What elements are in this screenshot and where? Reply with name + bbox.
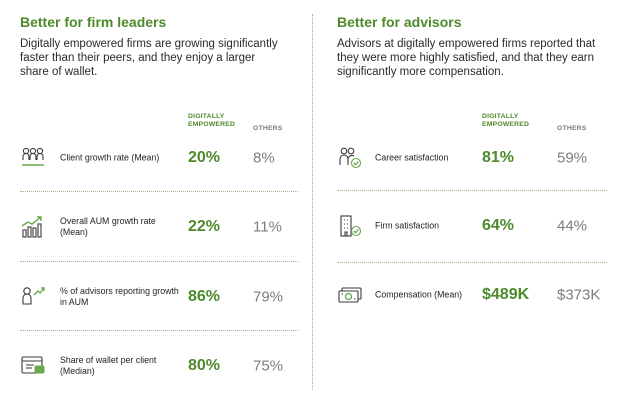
advisors-description: Advisors at digitally empowered firms re…: [337, 38, 596, 78]
people-group-icon: [20, 145, 46, 171]
digital-value: $489K: [482, 286, 530, 303]
column-divider: [312, 14, 313, 390]
digital-value: 86%: [188, 288, 221, 305]
career-satisfaction-row: Career satisfaction 81% 59%: [337, 131, 607, 185]
money-stack-icon: [337, 282, 363, 308]
people-check-icon: [337, 145, 363, 171]
compensation-row: Compensation (Mean) $489K $373K: [337, 268, 607, 322]
row-separator: [337, 262, 607, 263]
row-label: Client growth rate (Mean): [60, 152, 160, 163]
person-growth-icon: [20, 284, 46, 310]
building-check-icon: [337, 213, 363, 239]
others-value: 8%: [253, 149, 275, 167]
row-label: Overall AUM growth rate (Mean): [60, 216, 156, 237]
row-label: Compensation (Mean): [375, 289, 463, 300]
advisors-heading: Better for advisors: [337, 14, 462, 30]
digital-value: 22%: [188, 218, 221, 235]
digitally-empowered-column-header: DIGITALLY EMPOWERED: [482, 113, 530, 128]
others-value: 11%: [253, 218, 282, 236]
client-growth-row: Client growth rate (Mean) 20% 8%: [20, 131, 298, 185]
bar-chart-trend-icon: [20, 214, 46, 240]
row-separator: [20, 191, 298, 192]
row-label: % of advisors reporting growth in AUM: [60, 286, 179, 307]
digital-value: 20%: [188, 149, 221, 166]
firm-leaders-description: Digitally empowered firms are growing si…: [20, 38, 278, 78]
firm-leaders-heading: Better for firm leaders: [20, 14, 167, 30]
row-separator: [20, 330, 298, 331]
share-of-wallet-row: Share of wallet per client (Median) 80% …: [20, 339, 298, 393]
row-separator: [337, 190, 607, 191]
row-label: Career satisfaction: [375, 152, 449, 163]
aum-growth-row: Overall AUM growth rate (Mean) 22% 11%: [20, 200, 298, 254]
others-value: $373K: [557, 286, 601, 304]
firm-satisfaction-row: Firm satisfaction 64% 44%: [337, 199, 607, 253]
row-separator: [20, 261, 298, 262]
digital-value: 81%: [482, 149, 515, 166]
others-value: 44%: [557, 217, 588, 235]
digital-value: 80%: [188, 357, 221, 374]
advisors-aum-growth-row: % of advisors reporting growth in AUM 86…: [20, 270, 298, 324]
row-label: Firm satisfaction: [375, 220, 440, 231]
digitally-empowered-column-header: DIGITALLY EMPOWERED: [188, 113, 236, 128]
others-value: 75%: [253, 357, 284, 375]
others-value: 79%: [253, 288, 284, 306]
row-label: Share of wallet per client (Median): [60, 355, 157, 376]
wallet-card-icon: [20, 353, 46, 379]
others-column-header: OTHERS: [253, 125, 283, 132]
digital-value: 64%: [482, 217, 515, 234]
others-column-header: OTHERS: [557, 125, 587, 132]
others-value: 59%: [557, 149, 588, 167]
